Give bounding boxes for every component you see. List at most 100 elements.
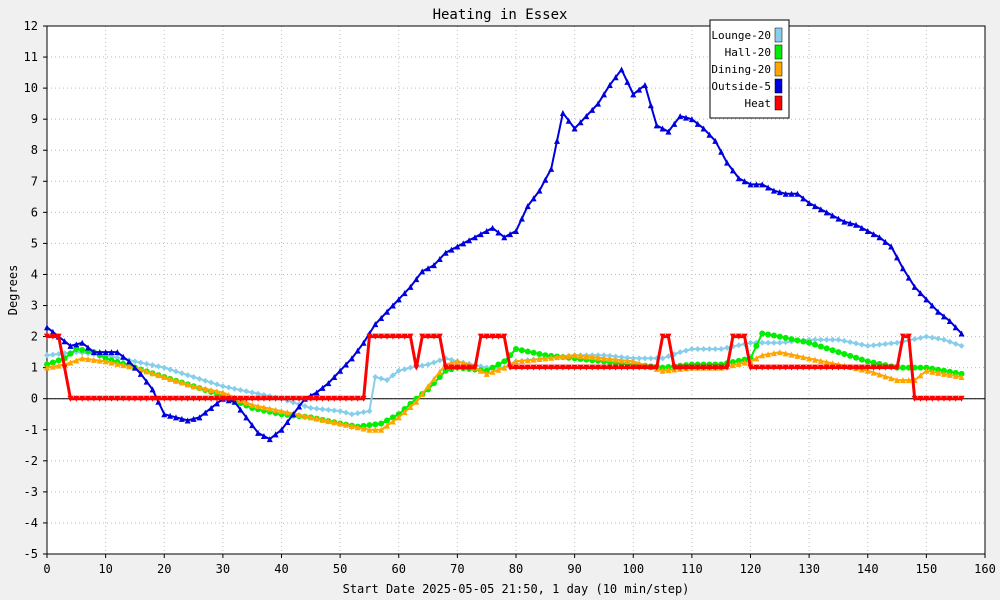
data-point-outside-5: [718, 148, 725, 155]
data-point-dining-20: [542, 355, 549, 362]
data-point-heat: [770, 364, 777, 371]
data-point-dining-20: [413, 398, 420, 405]
data-point-outside-5: [589, 106, 596, 113]
data-point-hall-20: [935, 366, 942, 373]
data-point-dining-20: [255, 403, 262, 410]
data-point-outside-5: [348, 355, 355, 362]
data-point-hall-20: [389, 414, 396, 421]
data-point-lounge-20: [301, 403, 308, 410]
data-point-outside-5: [700, 125, 707, 132]
data-point-dining-20: [624, 357, 631, 364]
data-point-hall-20: [853, 354, 860, 361]
data-point-dining-20: [782, 350, 789, 357]
data-point-lounge-20: [44, 352, 50, 359]
data-point-outside-5: [688, 116, 695, 123]
data-point-lounge-20: [319, 406, 326, 413]
data-point-heat: [671, 364, 678, 371]
data-point-outside-5: [794, 190, 801, 197]
data-point-hall-20: [501, 358, 508, 365]
data-point-heat: [161, 395, 168, 402]
data-point-dining-20: [618, 357, 625, 364]
data-point-lounge-20: [348, 411, 355, 418]
data-point-heat: [589, 364, 596, 371]
data-point-heat: [325, 395, 332, 402]
data-point-outside-5: [477, 231, 484, 238]
data-point-hall-20: [800, 338, 807, 345]
data-point-heat: [677, 364, 684, 371]
legend-label-hall-20: Hall-20: [725, 46, 771, 59]
data-point-heat: [935, 395, 942, 402]
data-point-lounge-20: [765, 339, 772, 346]
data-point-outside-5: [331, 373, 338, 380]
data-point-heat: [219, 395, 226, 402]
data-point-dining-20: [102, 358, 109, 365]
data-point-heat: [430, 333, 437, 340]
data-point-hall-20: [811, 341, 818, 348]
data-point-heat: [612, 364, 619, 371]
data-point-heat: [788, 364, 795, 371]
data-point-outside-5: [495, 229, 502, 236]
data-point-hall-20: [384, 417, 391, 424]
data-point-lounge-20: [923, 333, 930, 340]
data-point-lounge-20: [829, 336, 836, 343]
data-point-dining-20: [249, 401, 256, 408]
data-point-outside-5: [172, 414, 179, 421]
legend: Lounge-20 Hall-20 Dining-20 Outside-5 Heat: [709, 19, 790, 119]
data-point-lounge-20: [735, 342, 742, 349]
data-point-lounge-20: [419, 362, 426, 369]
data-point-lounge-20: [249, 389, 256, 396]
data-point-outside-5: [61, 338, 68, 345]
data-point-heat: [337, 395, 344, 402]
data-point-outside-5: [706, 131, 713, 138]
data-point-dining-20: [882, 373, 889, 380]
data-point-heat: [653, 364, 660, 371]
data-point-outside-5: [940, 313, 947, 320]
data-point-heat: [536, 364, 543, 371]
data-point-heat: [571, 364, 578, 371]
data-point-heat: [155, 395, 162, 402]
data-point-outside-5: [524, 203, 531, 210]
data-point-outside-5: [167, 412, 174, 419]
data-point-heat: [882, 364, 889, 371]
data-point-outside-5: [653, 122, 660, 129]
data-point-lounge-20: [688, 346, 695, 353]
data-point-outside-5: [319, 384, 326, 391]
data-point-outside-5: [800, 195, 807, 202]
data-point-heat: [759, 364, 766, 371]
data-point-heat: [131, 395, 138, 402]
data-point-dining-20: [167, 375, 174, 382]
data-point-outside-5: [442, 249, 449, 256]
data-point-dining-20: [143, 368, 150, 375]
data-point-heat: [583, 364, 590, 371]
data-point-lounge-20: [196, 375, 203, 382]
data-point-hall-20: [55, 357, 62, 364]
data-point-outside-5: [724, 159, 731, 166]
data-point-dining-20: [554, 354, 561, 361]
data-point-dining-20: [577, 352, 584, 359]
data-point-outside-5: [641, 82, 648, 89]
legend-swatch-heat: [774, 95, 783, 111]
data-point-outside-5: [126, 358, 133, 365]
x-tick-label: 130: [798, 562, 820, 576]
data-point-dining-20: [149, 370, 156, 377]
x-axis-label: Start Date 2025-05-05 21:50, 1 day (10 m…: [343, 582, 690, 596]
data-point-heat: [548, 364, 555, 371]
data-point-hall-20: [729, 359, 736, 366]
data-point-dining-20: [659, 367, 666, 374]
data-point-dining-20: [67, 359, 74, 366]
data-point-lounge-20: [624, 354, 631, 361]
data-point-heat: [137, 395, 144, 402]
data-point-heat: [384, 333, 391, 340]
data-point-dining-20: [172, 377, 179, 384]
data-point-outside-5: [888, 243, 895, 250]
data-point-outside-5: [864, 227, 871, 234]
data-point-hall-20: [858, 356, 865, 363]
data-point-outside-5: [471, 234, 478, 241]
data-point-outside-5: [413, 276, 420, 283]
data-point-heat: [313, 395, 320, 402]
data-point-dining-20: [729, 362, 736, 369]
data-point-outside-5: [96, 349, 103, 356]
data-point-heat: [624, 364, 631, 371]
data-point-outside-5: [407, 283, 414, 290]
data-point-heat: [143, 395, 150, 402]
